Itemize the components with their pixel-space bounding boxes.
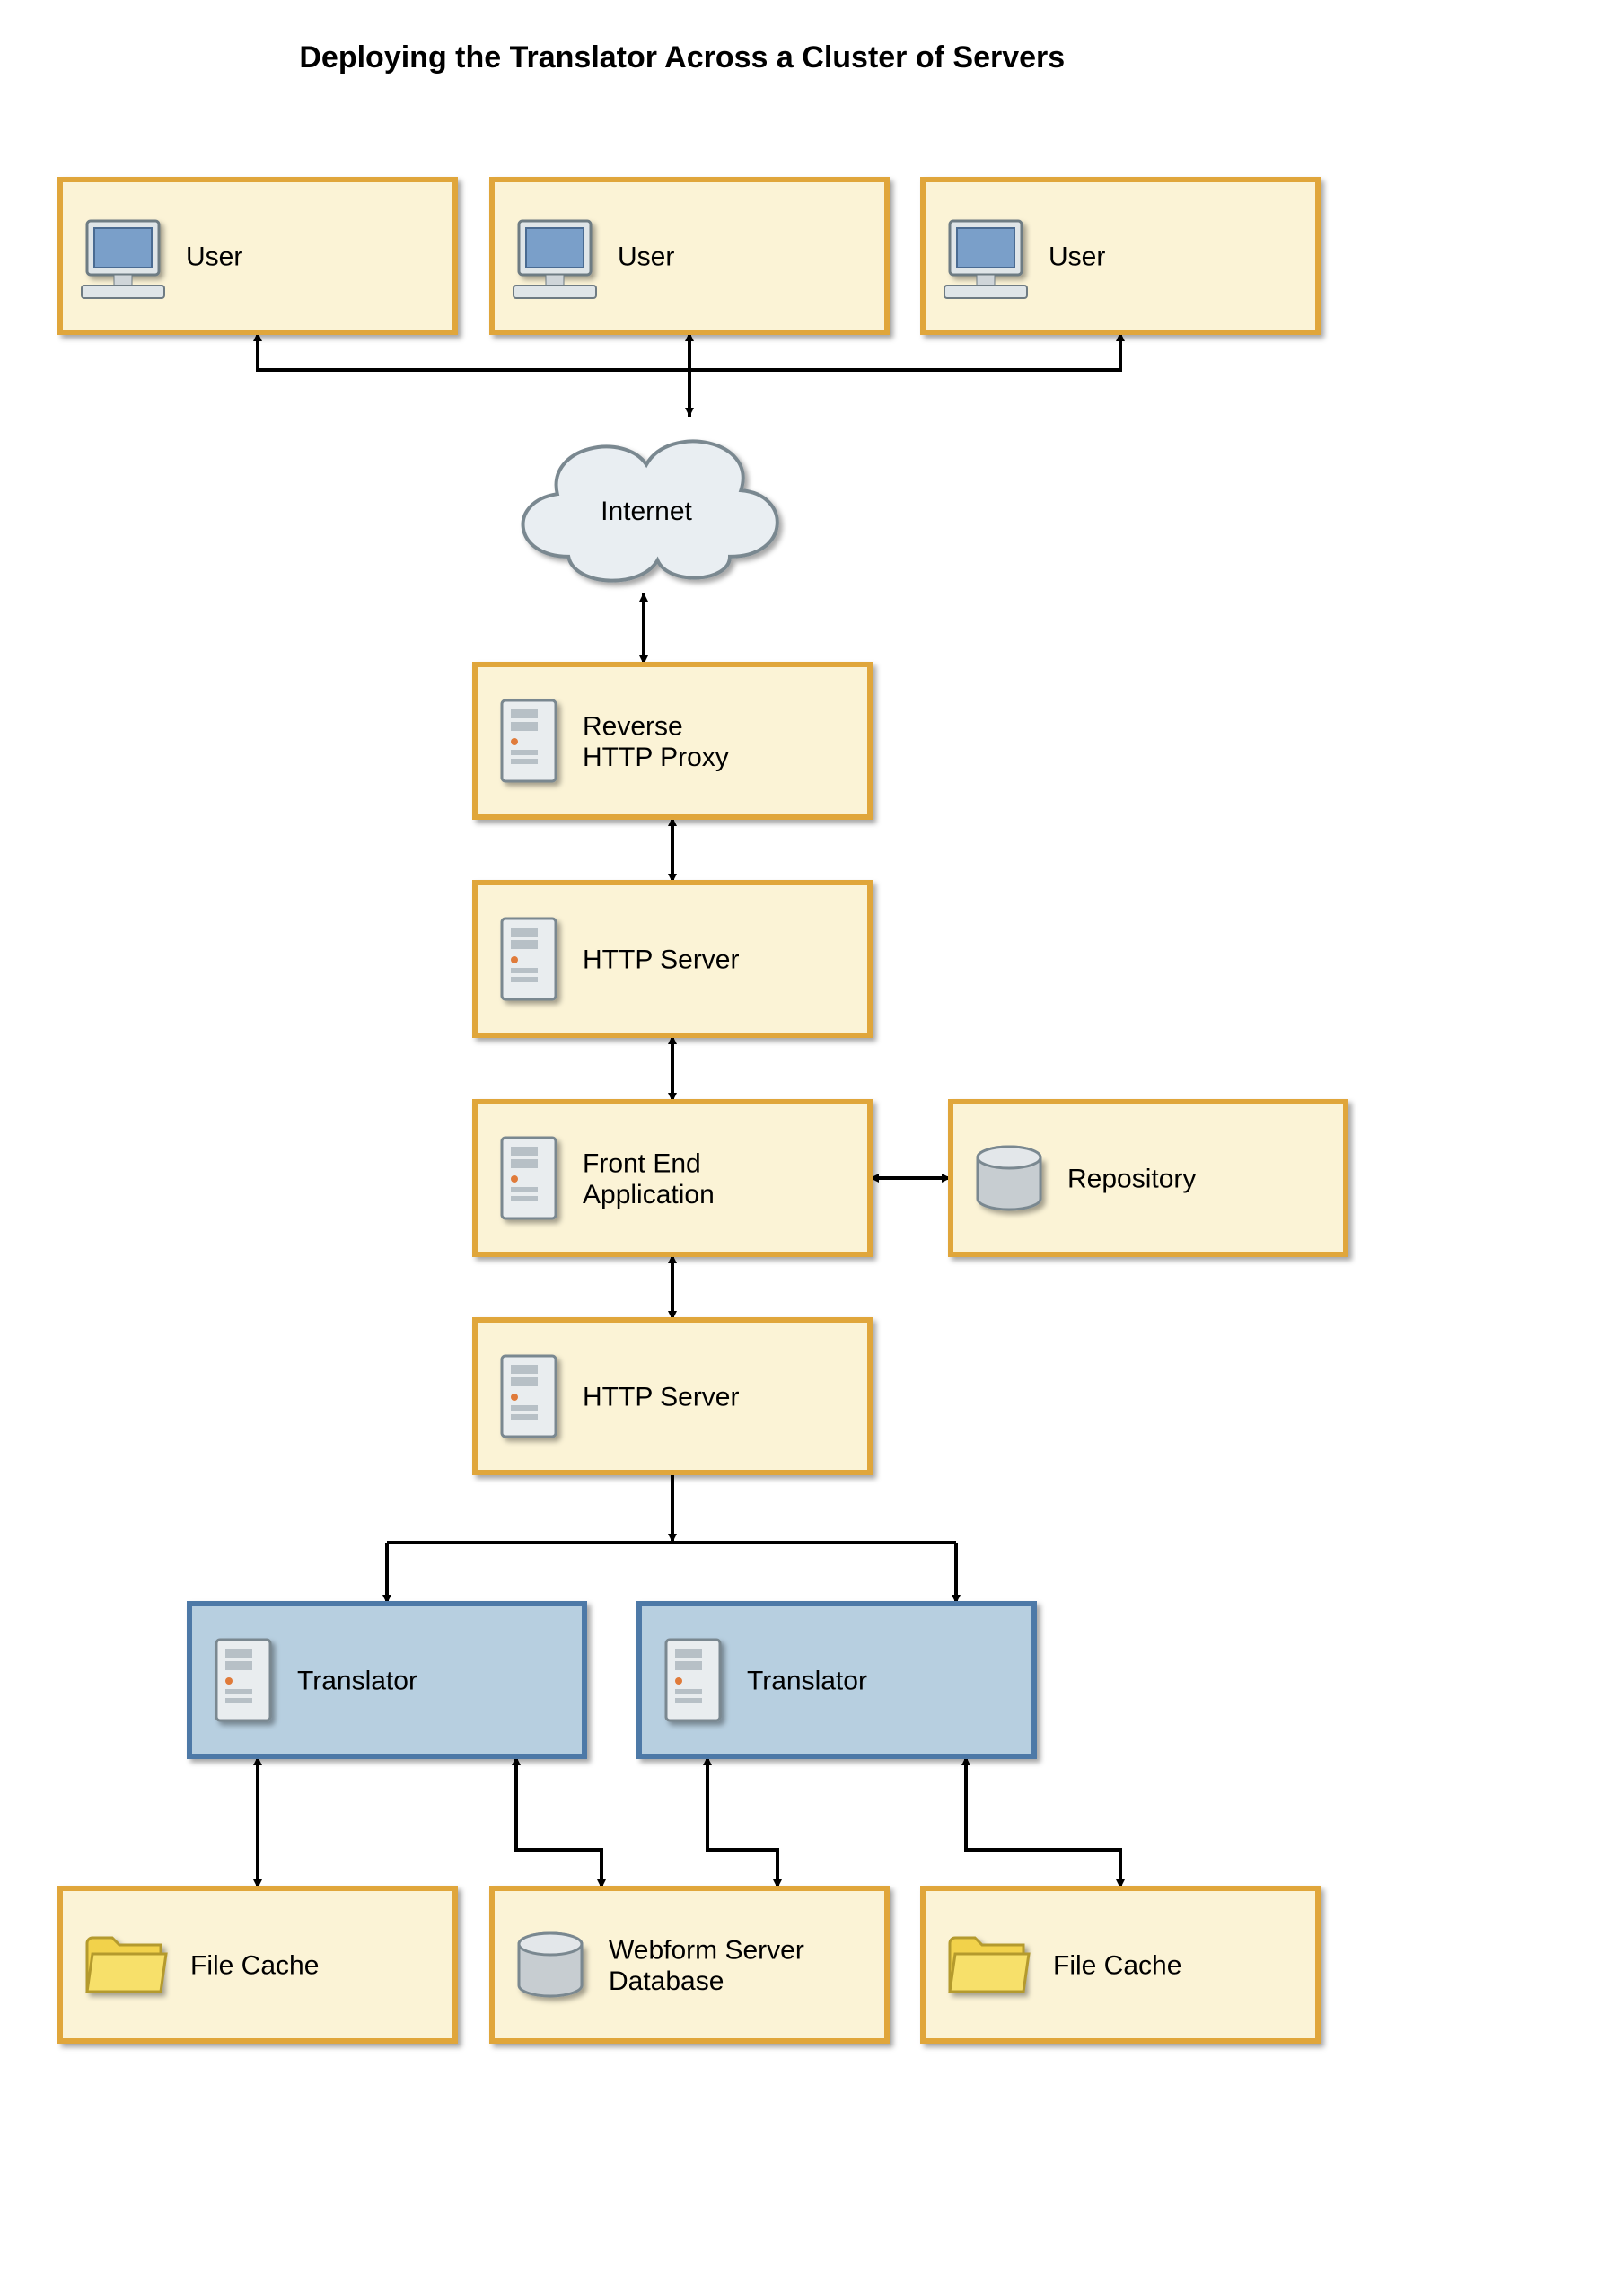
edge bbox=[258, 332, 689, 370]
node-label: Front EndApplication bbox=[583, 1148, 715, 1210]
node-label: Translator bbox=[297, 1667, 417, 1696]
folder-icon bbox=[950, 1938, 1029, 1992]
node-label: User bbox=[618, 242, 674, 272]
node-user2: User bbox=[492, 180, 887, 332]
node-internet: Internet bbox=[523, 441, 777, 580]
diagram-title: Deploying the Translator Across a Cluste… bbox=[299, 40, 1065, 75]
folder-icon bbox=[87, 1938, 166, 1992]
edge bbox=[516, 1756, 601, 1888]
server-icon bbox=[666, 1640, 720, 1720]
server-icon bbox=[502, 700, 556, 781]
node-http2: HTTP Server bbox=[475, 1320, 870, 1473]
node-label: File Cache bbox=[190, 1951, 319, 1981]
server-icon bbox=[502, 1356, 556, 1437]
node-label: HTTP Server bbox=[583, 1383, 739, 1412]
computer-icon bbox=[944, 221, 1027, 298]
db-icon bbox=[519, 1933, 582, 1996]
node-label: Repository bbox=[1067, 1165, 1196, 1194]
node-trans1: Translator bbox=[189, 1604, 584, 1756]
cloud-label: Internet bbox=[601, 497, 692, 526]
node-user1: User bbox=[60, 180, 455, 332]
computer-icon bbox=[82, 221, 164, 298]
computer-icon bbox=[514, 221, 596, 298]
db-icon bbox=[978, 1147, 1040, 1210]
node-label: User bbox=[1049, 242, 1105, 272]
node-label: File Cache bbox=[1053, 1951, 1181, 1981]
node-http1: HTTP Server bbox=[475, 883, 870, 1035]
node-webform: Webform ServerDatabase bbox=[492, 1888, 887, 2041]
node-proxy: ReverseHTTP Proxy bbox=[475, 664, 870, 817]
edge bbox=[689, 332, 1120, 370]
server-icon bbox=[502, 919, 556, 999]
edge bbox=[707, 1756, 777, 1888]
node-label: Translator bbox=[747, 1667, 867, 1696]
node-repo: Repository bbox=[951, 1102, 1346, 1254]
node-label: User bbox=[186, 242, 242, 272]
edge bbox=[966, 1756, 1120, 1888]
nodes: User User User Internet ReverseHTTP Proxy HTT… bbox=[60, 180, 1346, 2041]
server-icon bbox=[216, 1640, 270, 1720]
node-user3: User bbox=[923, 180, 1318, 332]
node-frontend: Front EndApplication bbox=[475, 1102, 870, 1254]
architecture-diagram: Deploying the Translator Across a Cluste… bbox=[0, 0, 1624, 2296]
node-label: HTTP Server bbox=[583, 946, 739, 975]
node-trans2: Translator bbox=[639, 1604, 1034, 1756]
node-cache1: File Cache bbox=[60, 1888, 455, 2041]
node-cache2: File Cache bbox=[923, 1888, 1318, 2041]
server-icon bbox=[502, 1138, 556, 1218]
